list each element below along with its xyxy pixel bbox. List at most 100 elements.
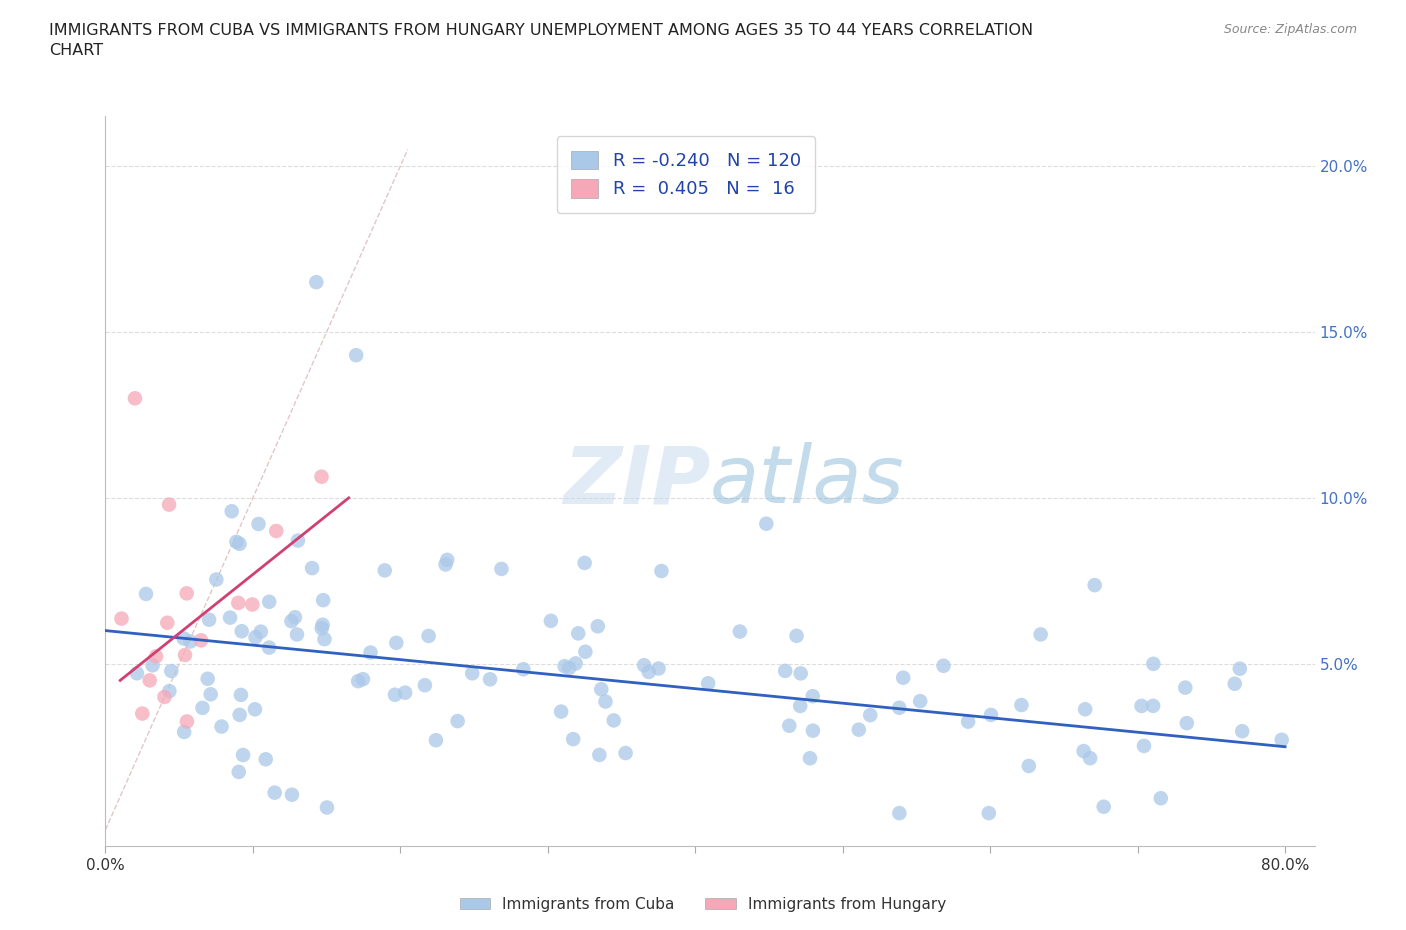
Point <box>145 649 167 664</box>
Point <box>240 597 263 612</box>
Point <box>1175 716 1198 731</box>
Point <box>228 708 250 723</box>
Point <box>789 666 811 681</box>
Point <box>550 704 572 719</box>
Point <box>219 610 242 625</box>
Point <box>249 624 271 639</box>
Point <box>347 673 370 688</box>
Point <box>891 671 914 685</box>
Point <box>110 611 132 626</box>
Point <box>280 614 302 629</box>
Point <box>179 634 201 649</box>
Point <box>614 746 637 761</box>
Point <box>1150 790 1173 805</box>
Point <box>1010 698 1032 712</box>
Point <box>801 689 824 704</box>
Point <box>977 805 1000 820</box>
Point <box>602 713 624 728</box>
Point <box>257 594 280 609</box>
Point <box>591 682 613 697</box>
Point <box>157 684 180 698</box>
Point <box>773 663 796 678</box>
Point <box>512 662 534 677</box>
Point <box>211 719 233 734</box>
Point <box>197 671 219 686</box>
Point <box>418 629 440 644</box>
Point <box>281 788 304 803</box>
Point <box>360 645 382 660</box>
Point <box>263 785 285 800</box>
Point <box>176 586 198 601</box>
Point <box>908 694 931 709</box>
Point <box>1074 702 1097 717</box>
Point <box>1029 627 1052 642</box>
Point <box>225 535 247 550</box>
Point <box>554 658 576 673</box>
Point <box>1092 799 1115 814</box>
Point <box>1130 698 1153 713</box>
Text: Source: ZipAtlas.com: Source: ZipAtlas.com <box>1223 23 1357 36</box>
Point <box>160 664 183 679</box>
Legend: Immigrants from Cuba, Immigrants from Hungary: Immigrants from Cuba, Immigrants from Hu… <box>454 891 952 918</box>
Point <box>243 702 266 717</box>
Point <box>311 470 333 485</box>
Point <box>247 516 270 531</box>
Text: atlas: atlas <box>710 443 905 520</box>
Point <box>135 587 157 602</box>
Point <box>1174 680 1197 695</box>
Point <box>344 348 367 363</box>
Point <box>1084 578 1107 592</box>
Point <box>413 678 436 693</box>
Point <box>125 666 148 681</box>
Point <box>312 592 335 607</box>
Point <box>1078 751 1101 765</box>
Point <box>436 552 458 567</box>
Point <box>311 618 333 632</box>
Point <box>1271 732 1294 747</box>
Point <box>226 595 249 610</box>
Point <box>228 764 250 779</box>
Point <box>284 610 307 625</box>
Point <box>352 671 374 686</box>
Point <box>564 656 586 671</box>
Point <box>311 621 333 636</box>
Point <box>257 640 280 655</box>
Point <box>314 631 336 646</box>
Point <box>786 629 808 644</box>
Point <box>574 644 596 659</box>
Point <box>287 533 309 548</box>
Point <box>316 800 339 815</box>
Point <box>305 274 328 289</box>
Point <box>562 732 585 747</box>
Point <box>778 718 800 733</box>
Point <box>889 700 911 715</box>
Point <box>540 614 562 629</box>
Point <box>1230 724 1253 738</box>
Point <box>157 498 180 512</box>
Point <box>200 687 222 702</box>
Point <box>801 724 824 738</box>
Point <box>980 708 1002 723</box>
Point <box>245 630 267 644</box>
Point <box>264 524 287 538</box>
Point <box>728 624 751 639</box>
Point <box>205 572 228 587</box>
Point <box>461 666 484 681</box>
Point <box>446 713 468 728</box>
Point <box>799 751 821 765</box>
Point <box>173 631 195 646</box>
Point <box>848 723 870 737</box>
Point <box>567 626 589 641</box>
Point <box>650 564 672 578</box>
Point <box>647 661 669 676</box>
Point <box>558 660 581 675</box>
Point <box>755 516 778 531</box>
Point <box>588 748 610 763</box>
Point <box>142 658 165 672</box>
Point <box>586 618 609 633</box>
Point <box>957 714 980 729</box>
Point <box>1018 759 1040 774</box>
Point <box>385 635 408 650</box>
Point <box>1142 657 1164 671</box>
Point <box>174 647 197 662</box>
